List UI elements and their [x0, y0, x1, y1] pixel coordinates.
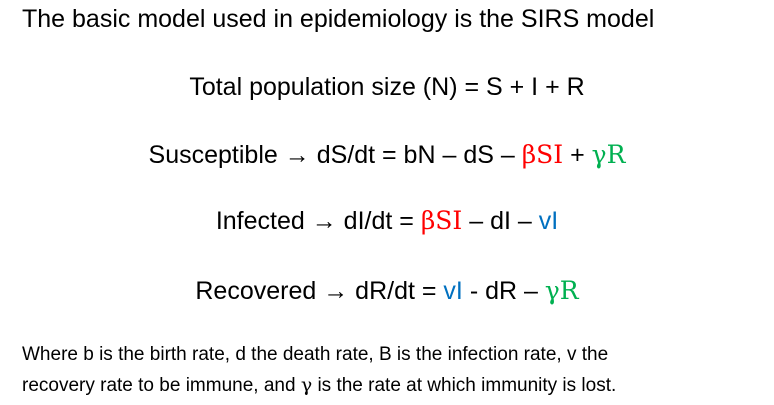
nu-term: vI	[538, 207, 559, 235]
slide-title: The basic model used in epidemiology is …	[22, 5, 655, 33]
gamma-term: γR	[544, 276, 579, 305]
right-arrow-icon: →	[323, 277, 349, 305]
nu-term: vI	[443, 277, 463, 305]
plus-sign: +	[563, 141, 592, 169]
infected-label: Infected	[215, 207, 305, 235]
recovered-equation-mid: - dR –	[462, 277, 545, 305]
total-population-equation: Total population size (N) = S + I + R	[0, 72, 774, 102]
right-arrow-icon: →	[311, 207, 337, 235]
note-line-2: recovery rate to be immune, and γ is the…	[22, 370, 762, 401]
total-population-text: Total population size (N) = S + I + R	[189, 73, 585, 101]
recovered-label: Recovered	[195, 277, 317, 305]
infection-term: βSI	[521, 140, 564, 169]
infected-equation: Infected → dI/dt = βSI – dI – vI	[0, 206, 774, 236]
parameter-description: Where b is the birth rate, d the death r…	[22, 340, 762, 401]
note-line-2-start: recovery rate to be immune, and	[22, 375, 301, 396]
susceptible-equation-base: dS/dt = bN – dS –	[309, 141, 522, 169]
note-line-2-end: is the rate at which immunity is lost.	[312, 375, 617, 396]
recovered-equation: Recovered → dR/dt = vI - dR – γR	[0, 276, 774, 306]
gamma-symbol: γ	[300, 374, 313, 396]
beta-term: βSI	[420, 206, 463, 235]
infected-equation-mid: – dI –	[462, 207, 539, 235]
susceptible-label: Susceptible	[148, 141, 278, 169]
right-arrow-icon: →	[284, 141, 310, 169]
infected-equation-base: dI/dt =	[336, 207, 421, 235]
recovered-equation-base: dR/dt =	[348, 277, 444, 305]
beta-term: βSI	[521, 140, 564, 169]
note-line-1: Where b is the birth rate, d the death r…	[22, 344, 609, 365]
susceptible-equation: Susceptible → dS/dt = bN – dS – βSI + γR	[0, 140, 774, 170]
gamma-term: γR	[591, 140, 626, 169]
